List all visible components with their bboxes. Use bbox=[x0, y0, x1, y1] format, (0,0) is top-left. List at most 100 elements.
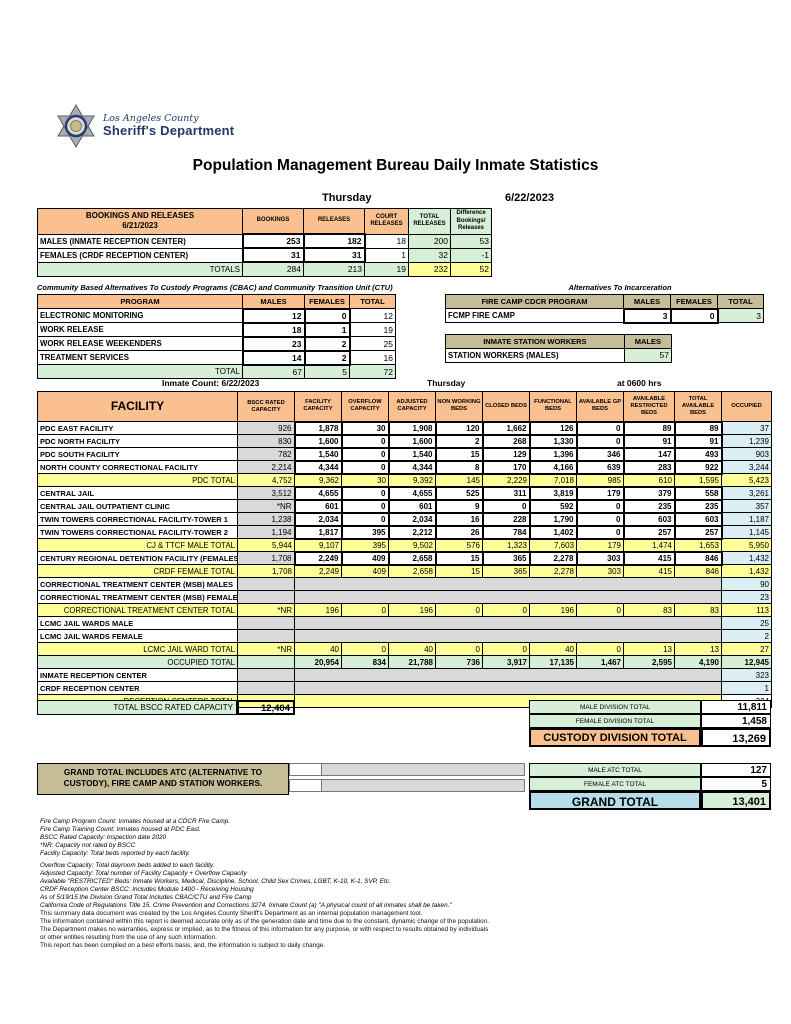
value-cell: 610 bbox=[623, 473, 675, 487]
bookings-header-row: BOOKINGS AND RELEASES 6/21/2023 BOOKINGS… bbox=[37, 208, 492, 235]
value-cell: 493 bbox=[673, 446, 723, 462]
value-cell: 1,817 bbox=[293, 524, 343, 540]
value-cell: 0 bbox=[575, 420, 625, 436]
value-cell: 196 bbox=[529, 603, 577, 617]
atc-total-row: MALE ATC TOTAL 127 bbox=[529, 763, 771, 777]
merged-cell bbox=[294, 577, 722, 591]
bscc-cell bbox=[237, 590, 295, 604]
facility-row: PDC NORTH FACILITY 830 1,600 0 1,600 2 268 1,33… bbox=[37, 433, 772, 449]
alternatives-block: Alternatives To Incarceration FIRE CAMP … bbox=[445, 283, 765, 379]
facility-row: TWIN TOWERS CORRECTIONAL FACILITY-TOWER … bbox=[37, 524, 772, 540]
value-cell: 303 bbox=[575, 550, 625, 566]
bookings-releases-table: BOOKINGS AND RELEASES 6/21/2023 BOOKINGS… bbox=[37, 208, 492, 277]
value-cell: 346 bbox=[575, 446, 625, 462]
value-cell: 3 bbox=[717, 308, 764, 323]
value-cell: 1,708 bbox=[237, 564, 295, 578]
value-cell: *NR bbox=[237, 603, 295, 617]
cbac-row: WORK RELEASE WEEKENDERS 23 2 25 bbox=[37, 335, 396, 352]
row-label: MALES (INMATE RECEPTION CENTER) bbox=[37, 233, 243, 249]
atc-total-value: 127 bbox=[701, 763, 771, 777]
value-cell: 1,238 bbox=[237, 512, 295, 526]
value-cell: 0 bbox=[341, 603, 389, 617]
row-label: WORK RELEASE bbox=[37, 322, 243, 337]
facility-name: NORTH COUNTY CORRECTIONAL FACILITY bbox=[37, 460, 238, 474]
value-cell: 9,392 bbox=[388, 473, 436, 487]
value-cell: 13 bbox=[623, 642, 675, 656]
value-cell: 603 bbox=[622, 511, 676, 527]
cbac-row: ELECTRONIC MONITORING 12 0 12 bbox=[37, 307, 396, 324]
programs-section: Community Based Alternatives To Custody … bbox=[37, 283, 765, 379]
value-cell: 4,752 bbox=[237, 473, 295, 487]
value-cell: 170 bbox=[481, 459, 531, 475]
value-cell: 235 bbox=[622, 498, 676, 514]
col-total: TOTAL bbox=[717, 294, 764, 309]
value-cell: 37 bbox=[721, 421, 772, 435]
value-cell: 21,788 bbox=[388, 655, 436, 669]
value-cell: 303 bbox=[576, 564, 624, 578]
value-cell: 3,244 bbox=[721, 460, 772, 474]
value-cell: 1 bbox=[364, 247, 409, 263]
station-workers-table: INMATE STATION WORKERS MALES STATION WOR… bbox=[445, 333, 673, 363]
division-total-label: FEMALE DIVISION TOTAL bbox=[529, 714, 701, 728]
value-cell: 253 bbox=[241, 233, 305, 249]
bookings-subtitle: 6/21/2023 bbox=[122, 221, 158, 231]
footnote-line: Overflow Capacity: Total dayroom beds ad… bbox=[40, 862, 215, 869]
facility-name: CRDF FEMALE TOTAL bbox=[37, 564, 238, 578]
col-court-releases: COURT RELEASES bbox=[364, 208, 409, 235]
facility-row: NORTH COUNTY CORRECTIONAL FACILITY 2,214 4… bbox=[37, 459, 772, 475]
value-cell: 113 bbox=[721, 603, 772, 617]
totals-label: TOTALS bbox=[37, 261, 243, 277]
facility-name: TWIN TOWERS CORRECTIONAL FACILITY-TOWER … bbox=[37, 512, 238, 526]
occupied-cell: 90 bbox=[721, 577, 772, 591]
col-functional-beds: FUNCTIONAL BEDS bbox=[529, 391, 577, 422]
value-cell: 846 bbox=[673, 550, 723, 566]
value-cell: 30 bbox=[340, 420, 390, 436]
value-cell: 0 bbox=[340, 485, 390, 501]
facility-name: CENTRAL JAIL bbox=[37, 486, 238, 500]
facility-row: CENTURY REGIONAL DETENTION FACILITY (FEM… bbox=[37, 550, 772, 566]
value-cell: 2,249 bbox=[293, 550, 343, 566]
col-males: MALES bbox=[242, 294, 305, 309]
value-cell: 525 bbox=[434, 485, 484, 501]
value-cell: 26 bbox=[434, 524, 484, 540]
report-day-date: Thursday 6/22/2023 bbox=[0, 192, 791, 207]
value-cell: 603 bbox=[673, 511, 723, 527]
value-cell: 639 bbox=[575, 459, 625, 475]
col-males: MALES bbox=[623, 294, 671, 309]
disclaimer-line: This report has been compiled on a best … bbox=[40, 942, 326, 949]
value-cell: 7,018 bbox=[529, 473, 577, 487]
value-cell: 1,396 bbox=[528, 446, 578, 462]
report-day: Thursday bbox=[322, 192, 372, 204]
facility-row: CRDF FEMALE TOTAL 1,708 2,249 409 2,658 15 365… bbox=[37, 564, 772, 578]
value-cell: 20,954 bbox=[294, 655, 342, 669]
value-cell: 1,540 bbox=[293, 446, 343, 462]
value-cell: 1,540 bbox=[387, 446, 437, 462]
value-cell: 1,790 bbox=[528, 511, 578, 527]
value-cell: 2 bbox=[303, 349, 351, 366]
footnote-line: Fire Camp Program Count: Inmates housed … bbox=[40, 818, 231, 825]
occupied-cell: 2 bbox=[721, 629, 772, 643]
atc-total-label: FEMALE ATC TOTAL bbox=[529, 777, 701, 791]
value-cell: 1,187 bbox=[721, 512, 772, 526]
value-cell: 83 bbox=[623, 603, 675, 617]
value-cell: 0 bbox=[341, 642, 389, 656]
value-cell: 91 bbox=[673, 433, 723, 449]
bscc-total-value: 12,404 bbox=[237, 700, 295, 715]
value-cell: 601 bbox=[387, 498, 437, 514]
facility-name: CRDF RECEPTION CENTER bbox=[37, 681, 238, 695]
grand-total-value: 13,401 bbox=[701, 791, 771, 810]
value-cell: 3,917 bbox=[482, 655, 530, 669]
grand-total-row: GRAND TOTAL 13,401 bbox=[529, 791, 771, 810]
atc-total-value: 5 bbox=[701, 777, 771, 791]
value-cell: 592 bbox=[528, 498, 578, 514]
station-workers-row: STATION WORKERS (MALES) 57 bbox=[445, 347, 673, 363]
value-cell: 196 bbox=[388, 603, 436, 617]
value-cell: 257 bbox=[622, 524, 676, 540]
value-cell: 409 bbox=[341, 564, 389, 578]
value-cell: 15 bbox=[434, 446, 484, 462]
disclaimer-line: The Department makes no warranties, expr… bbox=[40, 926, 489, 933]
facility-name: CORRECTIONAL TREATMENT CENTER TOTAL bbox=[37, 603, 238, 617]
footnote-line: As of 5/19/15 the Division Grand Total I… bbox=[40, 894, 252, 901]
value-cell: 31 bbox=[241, 247, 305, 263]
value-cell: 31 bbox=[302, 247, 366, 263]
